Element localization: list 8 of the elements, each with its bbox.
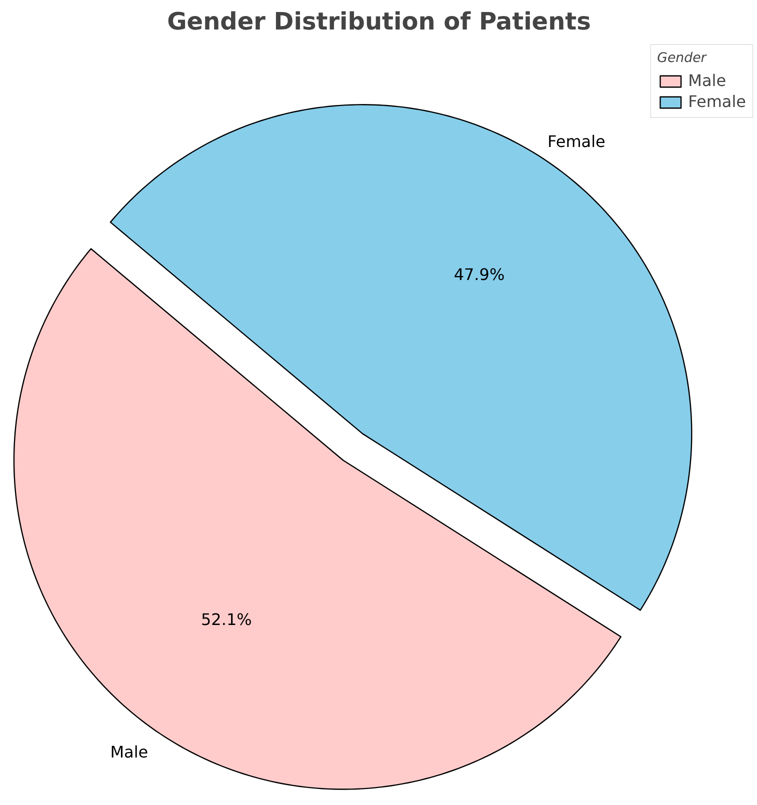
legend-label: Female <box>688 92 746 111</box>
legend-label: Male <box>688 71 726 90</box>
data-label: 47.9% <box>454 264 505 284</box>
legend-title: Gender <box>657 51 708 66</box>
chart-title: Gender Distribution of Patients <box>167 8 591 36</box>
slice-label: Female <box>548 132 606 152</box>
slice-label: Male <box>110 742 148 762</box>
data-label: 52.1% <box>200 610 252 630</box>
